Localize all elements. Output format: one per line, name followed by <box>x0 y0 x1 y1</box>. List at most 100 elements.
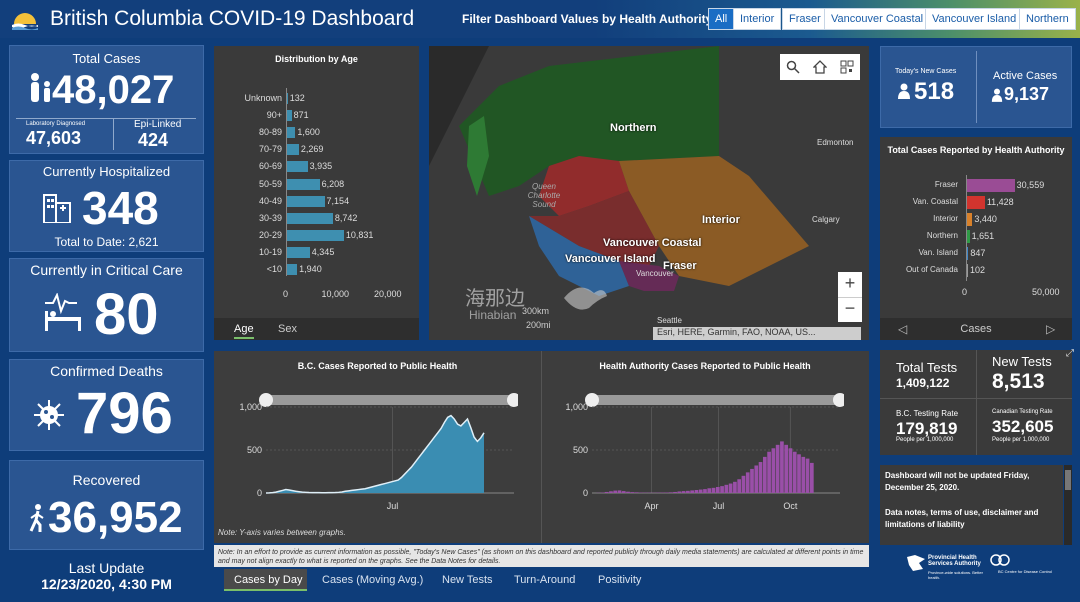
daily-cases-bar[interactable] <box>621 491 626 493</box>
range-slider-handle[interactable] <box>259 393 273 407</box>
daily-cases-bar[interactable] <box>673 491 677 493</box>
daily-cases-bar[interactable] <box>788 448 793 493</box>
daily-cases-bar[interactable] <box>681 491 686 493</box>
range-slider-handle[interactable] <box>507 393 518 407</box>
daily-cases-bar[interactable] <box>609 491 613 493</box>
daily-cases-bar[interactable] <box>792 451 797 493</box>
epi-linked-value: 424 <box>138 130 169 150</box>
hospitalized-label: Currently Hospitalized <box>42 164 171 179</box>
map-attribution[interactable]: Esri, HERE, Garmin, FAO, NOAA, US... <box>653 327 861 340</box>
search-icon[interactable] <box>786 60 800 74</box>
filter-northern-button[interactable]: Northern <box>1019 8 1076 30</box>
daily-cases-bar[interactable] <box>630 492 635 493</box>
notice-scrollbar[interactable] <box>1064 465 1072 545</box>
tab-sex[interactable]: Sex <box>278 323 297 335</box>
daily-cases-bar[interactable] <box>724 484 729 493</box>
phsa-logo-icon <box>907 555 925 571</box>
daily-cases-bar[interactable] <box>805 458 810 493</box>
zoom-in-button[interactable]: + <box>844 273 856 293</box>
daily-cases-bar[interactable] <box>686 490 690 493</box>
age-bar <box>287 229 344 241</box>
daily-cases-bar[interactable] <box>771 448 776 493</box>
chevron-left-icon[interactable]: ◁ <box>898 322 908 336</box>
y-tick-label: 500 <box>573 445 588 455</box>
daily-cases-bar[interactable] <box>750 468 754 493</box>
daily-cases-bar[interactable] <box>604 491 609 493</box>
map-label-calgary: Calgary <box>812 215 840 224</box>
filter-fraser-button[interactable]: Fraser <box>782 8 828 30</box>
cases-area[interactable] <box>266 415 484 493</box>
map-label-vancouver-coastal: Vancouver Coastal <box>603 237 702 249</box>
age-bar-value: 2,269 <box>300 144 324 155</box>
range-slider-track[interactable] <box>592 395 840 405</box>
daily-cases-bar[interactable] <box>664 492 669 493</box>
health-authority-panel: Total Cases Reported by Health Authority… <box>880 137 1072 318</box>
data-notes-link[interactable]: Data notes, terms of use, disclaimer and… <box>885 508 1039 529</box>
tab-new-tests[interactable]: New Tests <box>442 574 493 586</box>
filter-vancouver-island-button[interactable]: Vancouver Island <box>925 8 1024 30</box>
filter-interior-button[interactable]: Interior <box>733 8 782 30</box>
daily-cases-bar[interactable] <box>694 489 699 493</box>
daily-cases-bar[interactable] <box>617 490 622 493</box>
daily-cases-bar[interactable] <box>758 462 763 493</box>
daily-cases-bar[interactable] <box>780 441 784 493</box>
range-slider-handle[interactable] <box>833 393 844 407</box>
tab-age[interactable]: Age <box>234 323 254 339</box>
map-label-queen-charlotte-sound: Queen Charlotte Sound <box>527 182 561 209</box>
daily-cases-bar[interactable] <box>703 489 707 493</box>
daily-cases-bar[interactable] <box>762 456 767 493</box>
range-slider-handle[interactable] <box>585 393 599 407</box>
ha-bar-value: 30,559 <box>1016 180 1045 190</box>
ha-category-label: Van. Island <box>918 248 958 257</box>
daily-cases-bar[interactable] <box>690 490 694 493</box>
filter-all-button[interactable]: All <box>708 8 735 30</box>
daily-cases-bar[interactable] <box>668 492 673 493</box>
home-icon[interactable] <box>812 60 827 74</box>
tab-positivity[interactable]: Positivity <box>598 574 642 586</box>
daily-cases-bar[interactable] <box>737 479 742 493</box>
daily-cases-bar[interactable] <box>707 488 712 493</box>
daily-cases-bar[interactable] <box>715 486 720 493</box>
daily-cases-bar[interactable] <box>626 491 630 493</box>
person-icon <box>898 83 910 99</box>
daily-cases-bar[interactable] <box>797 454 801 493</box>
age-category-label: <10 <box>266 264 282 274</box>
zoom-out-button[interactable]: − <box>844 298 856 318</box>
daily-cases-bar[interactable] <box>784 444 789 493</box>
daily-cases-bar[interactable] <box>801 456 806 493</box>
age-x-tick: 0 <box>283 289 289 299</box>
daily-cases-bar[interactable] <box>677 491 682 493</box>
daily-cases-bar[interactable] <box>733 481 737 493</box>
daily-cases-bar[interactable] <box>754 465 759 493</box>
ha-category-label: Out of Canada <box>905 265 958 274</box>
ha-bar-value: 11,428 <box>986 197 1014 207</box>
daily-cases-bar[interactable] <box>711 487 716 493</box>
qr-code-icon[interactable] <box>840 60 854 74</box>
age-category-label: 70-79 <box>258 144 282 155</box>
daily-cases-bar[interactable] <box>698 489 703 493</box>
daily-cases-bar[interactable] <box>741 475 746 493</box>
bottom-charts-panel: B.C. Cases Reported to Public Health Hea… <box>214 351 869 543</box>
chevron-right-icon[interactable]: ▷ <box>1046 322 1056 336</box>
filter-vancouver-coastal-button[interactable]: Vancouver Coastal <box>824 8 931 30</box>
notice-text: Dashboard will not be updated Friday, De… <box>885 471 1030 492</box>
ha-bar-value: 1,651 <box>971 231 995 241</box>
map-scale-km: 300km <box>522 306 550 316</box>
daily-cases-bar[interactable] <box>775 444 780 493</box>
tab-cases-by-day[interactable]: Cases by Day <box>234 574 303 586</box>
bc-map[interactable] <box>429 46 869 340</box>
range-slider-track[interactable] <box>266 395 514 405</box>
daily-cases-bar[interactable] <box>745 472 750 493</box>
daily-cases-bar[interactable] <box>728 483 733 493</box>
map-toolbar <box>780 54 860 80</box>
daily-cases-bar[interactable] <box>613 490 618 493</box>
tab-turn-around[interactable]: Turn-Around <box>514 574 576 586</box>
daily-cases-bar[interactable] <box>720 486 724 493</box>
daily-cases-bar[interactable] <box>810 462 814 493</box>
map-panel[interactable]: Northern Interior Vancouver Coastal Vanc… <box>429 46 869 340</box>
tab-cases-moving-avg[interactable]: Cases (Moving Avg.) <box>322 574 424 586</box>
daily-cases-bar[interactable] <box>767 451 771 493</box>
expand-icon[interactable]: ⤢ <box>1066 348 1074 359</box>
daily-cases-bar[interactable] <box>634 492 639 493</box>
age-bar-value: 6,208 <box>321 178 345 189</box>
